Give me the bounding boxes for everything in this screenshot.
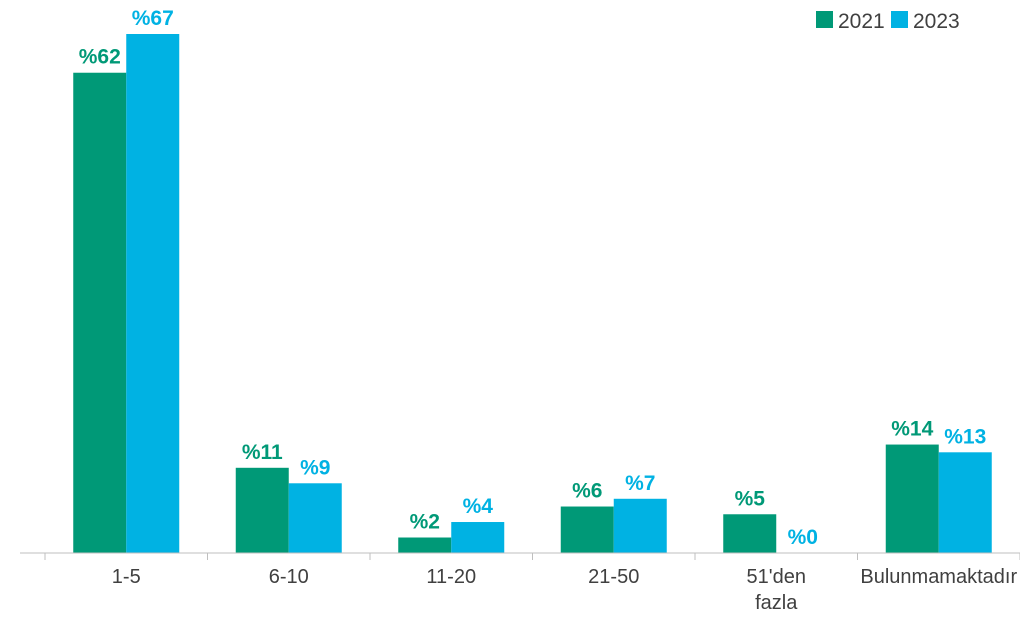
category-label: Bulunmamaktadır	[860, 566, 1017, 588]
bar-2023	[126, 34, 180, 553]
bar-2021	[885, 444, 939, 553]
bar-2023	[288, 483, 342, 553]
legend-label: 2023	[913, 10, 960, 33]
x-axis: 1-5 6-10 11-20 21-50 51'den fazla Bulunmamakta…	[20, 552, 1020, 614]
value-labels: %62 %67 %11 %9 %2 %4 %6 %7 %5 %0 %14 %13	[79, 7, 987, 549]
data-label: %14	[891, 418, 933, 441]
data-label: %5	[735, 487, 766, 510]
legend-swatch	[891, 11, 908, 28]
data-label: %9	[300, 456, 330, 479]
legend: 2021 2023	[816, 10, 960, 33]
category-label: 1-5	[112, 566, 141, 588]
category-label: 21-50	[588, 566, 639, 588]
data-label: %2	[410, 511, 440, 534]
bar-2021	[560, 506, 614, 553]
bar-2021	[398, 537, 452, 553]
bar-2023	[451, 522, 505, 553]
data-label: %11	[242, 441, 283, 464]
category-label: fazla	[755, 592, 798, 614]
category-label: 11-20	[426, 566, 476, 588]
bar-2023	[938, 452, 992, 553]
data-label: %13	[944, 425, 986, 448]
bar-2021	[73, 72, 127, 553]
bar-2023	[613, 498, 667, 553]
legend-label: 2021	[838, 10, 885, 33]
category-label: 51'den	[747, 566, 806, 588]
bars	[73, 34, 992, 553]
data-label: %6	[572, 480, 602, 503]
bar-2021	[723, 514, 777, 553]
data-label: %67	[132, 7, 174, 30]
bar-2021	[235, 467, 289, 553]
category-label: 6-10	[269, 566, 309, 588]
data-label: %7	[625, 472, 655, 495]
legend-swatch	[816, 11, 833, 28]
data-label: %62	[79, 46, 121, 69]
data-label: %4	[463, 495, 494, 518]
data-label: %0	[788, 526, 818, 549]
